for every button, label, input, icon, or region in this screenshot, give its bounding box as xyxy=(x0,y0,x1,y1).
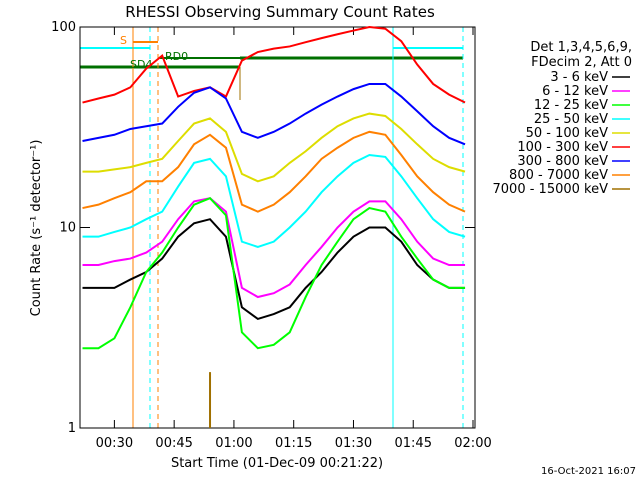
series-line xyxy=(82,218,466,321)
legend-label: 3 - 6 keV xyxy=(550,70,608,85)
chart-title: RHESSI Observing Summary Count Rates xyxy=(125,3,435,21)
x-tick-label: 01:15 xyxy=(275,436,312,451)
legend-label: 50 - 100 keV xyxy=(526,126,609,141)
annotation: RD0 xyxy=(165,50,188,63)
y-axis-label: Count Rate (s⁻¹ detector⁻¹) xyxy=(29,140,44,317)
x-tick-label: 02:00 xyxy=(454,436,491,451)
legend-label: 25 - 50 keV xyxy=(534,112,608,127)
legend-label: 12 - 25 keV xyxy=(534,98,608,113)
annotation: S xyxy=(120,34,127,47)
y-tick-label: 100 xyxy=(51,20,76,35)
series-line xyxy=(82,25,466,104)
series-line xyxy=(82,82,466,146)
legend-label: 7000 - 15000 keV xyxy=(493,182,609,197)
series-line xyxy=(82,153,466,248)
plot-frame xyxy=(79,26,476,429)
x-tick-label: 01:30 xyxy=(335,436,372,451)
x-tick-label: 00:45 xyxy=(155,436,192,451)
legend-header: FDecim 2, Att 0 xyxy=(531,55,632,70)
y-tick-label: 1 xyxy=(68,421,76,436)
x-axis-label: Start Time (01-Dec-09 00:21:22) xyxy=(171,456,383,471)
x-tick-label: 01:45 xyxy=(395,436,432,451)
annotation: SD4 xyxy=(130,58,152,71)
x-tick-label: 01:00 xyxy=(215,436,252,451)
series-line xyxy=(82,197,466,350)
legend-label: 300 - 800 keV xyxy=(517,154,608,169)
legend-label: 800 - 7000 keV xyxy=(509,168,608,183)
y-tick-label: 10 xyxy=(59,221,76,236)
x-tick-label: 00:30 xyxy=(96,436,133,451)
series-line xyxy=(82,130,466,213)
footer: 16-Oct-2021 16:07 xyxy=(541,466,636,477)
series-line xyxy=(82,197,466,299)
legend-label: 100 - 300 keV xyxy=(517,140,608,155)
state-indicators xyxy=(80,27,464,428)
legend-header: Det 1,3,4,5,6,9, xyxy=(530,40,632,55)
legend-label: 6 - 12 keV xyxy=(542,84,608,99)
series-line xyxy=(82,112,466,183)
